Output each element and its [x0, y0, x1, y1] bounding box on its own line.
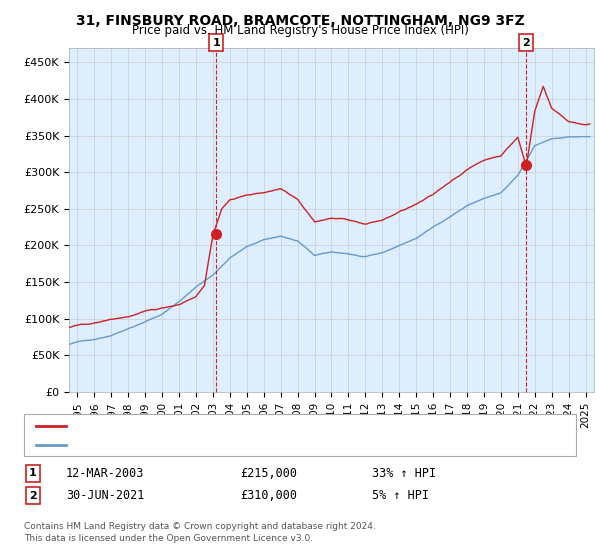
Text: 31, FINSBURY ROAD, BRAMCOTE, NOTTINGHAM, NG9 3FZ: 31, FINSBURY ROAD, BRAMCOTE, NOTTINGHAM,… [76, 14, 524, 28]
Text: This data is licensed under the Open Government Licence v3.0.: This data is licensed under the Open Gov… [24, 534, 313, 543]
Text: 12-MAR-2003: 12-MAR-2003 [66, 466, 145, 480]
Text: Contains HM Land Registry data © Crown copyright and database right 2024.: Contains HM Land Registry data © Crown c… [24, 522, 376, 531]
Text: 31, FINSBURY ROAD, BRAMCOTE, NOTTINGHAM, NG9 3FZ (detached house): 31, FINSBURY ROAD, BRAMCOTE, NOTTINGHAM,… [72, 421, 466, 431]
Text: Price paid vs. HM Land Registry's House Price Index (HPI): Price paid vs. HM Land Registry's House … [131, 24, 469, 37]
Text: 1: 1 [29, 468, 37, 478]
Text: £310,000: £310,000 [240, 489, 297, 502]
Text: 2: 2 [29, 491, 37, 501]
Text: 2: 2 [523, 38, 530, 48]
Text: 33% ↑ HPI: 33% ↑ HPI [372, 466, 436, 480]
Text: 30-JUN-2021: 30-JUN-2021 [66, 489, 145, 502]
Text: £215,000: £215,000 [240, 466, 297, 480]
Text: HPI: Average price, detached house, Broxtowe: HPI: Average price, detached house, Brox… [72, 440, 314, 450]
Text: 1: 1 [212, 38, 220, 48]
Text: 5% ↑ HPI: 5% ↑ HPI [372, 489, 429, 502]
